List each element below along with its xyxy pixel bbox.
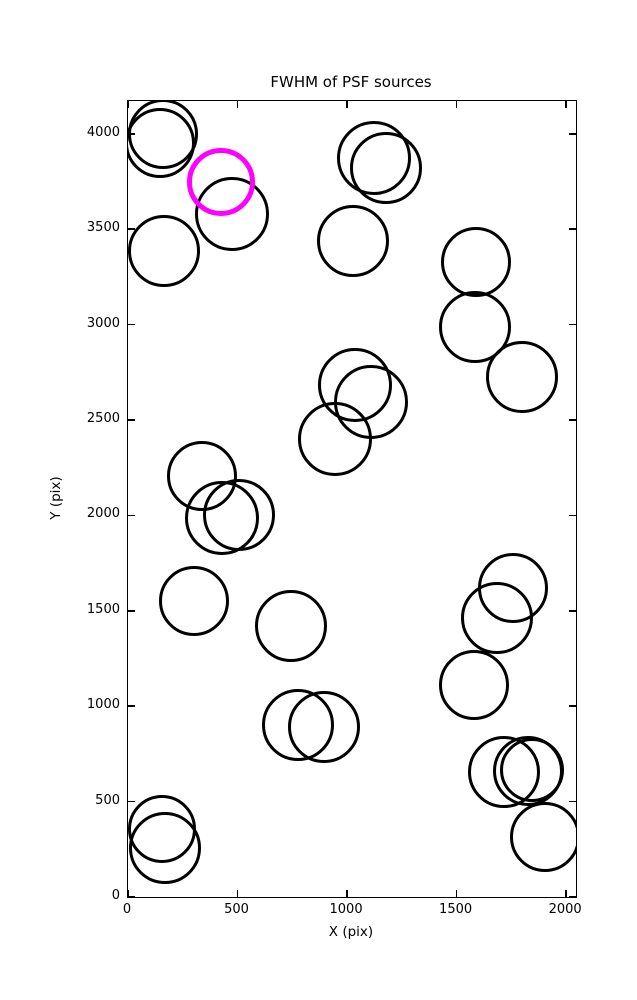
x-tick-label: 1500 bbox=[439, 902, 473, 917]
psf-source-circle bbox=[202, 478, 275, 551]
x-axis-label: X (pix) bbox=[328, 924, 374, 940]
psf-source-circle bbox=[438, 649, 509, 720]
x-tick-label: 2000 bbox=[548, 902, 582, 917]
y-tick-mark bbox=[128, 228, 135, 230]
y-tick-mark bbox=[569, 228, 576, 230]
x-tick-mark bbox=[455, 890, 458, 897]
y-axis-label: Y (pix) bbox=[48, 476, 64, 520]
x-tick-label: 1000 bbox=[329, 902, 363, 917]
y-tick-mark bbox=[569, 800, 576, 803]
y-tick-mark bbox=[569, 705, 576, 707]
x-tick-mark bbox=[236, 890, 239, 897]
x-tick-label: 500 bbox=[224, 902, 249, 917]
y-tick-label: 4000 bbox=[86, 124, 120, 140]
psf-source-circle bbox=[485, 341, 558, 414]
x-tick-mark bbox=[128, 101, 129, 108]
plot-area bbox=[127, 100, 577, 898]
y-tick-mark bbox=[569, 514, 576, 517]
psf-source-circle bbox=[287, 690, 360, 763]
psf-source-circle bbox=[509, 801, 576, 872]
x-tick-mark bbox=[455, 101, 458, 108]
y-tick-label: 0 bbox=[111, 888, 120, 903]
psf-source-circle bbox=[298, 401, 373, 476]
psf-source-circle bbox=[128, 108, 195, 179]
y-tick-label: 3000 bbox=[86, 315, 120, 331]
psf-source-circle bbox=[440, 227, 511, 298]
y-tick-label: 3500 bbox=[86, 220, 120, 236]
psf-source-circle bbox=[254, 589, 327, 662]
x-tick-mark bbox=[236, 101, 239, 108]
psf-source-circle bbox=[316, 205, 389, 278]
y-tick-mark bbox=[569, 610, 576, 612]
y-tick-mark bbox=[569, 896, 576, 897]
y-tick-mark bbox=[128, 419, 135, 421]
psf-source-circle bbox=[158, 565, 229, 636]
psf-source-circle bbox=[499, 737, 564, 802]
psf-source-circle bbox=[128, 215, 200, 288]
x-tick-mark bbox=[128, 890, 129, 897]
y-tick-mark bbox=[128, 610, 135, 612]
y-tick-mark bbox=[569, 419, 576, 421]
y-tick-label: 2500 bbox=[86, 411, 120, 426]
y-tick-label: 2000 bbox=[86, 506, 120, 522]
y-tick-mark bbox=[128, 896, 135, 897]
highlighted-source-circle bbox=[187, 148, 256, 217]
x-tick-mark bbox=[346, 101, 348, 108]
y-tick-label: 1500 bbox=[86, 601, 120, 617]
chart-title: FWHM of PSF sources bbox=[270, 73, 432, 91]
x-tick-label: 0 bbox=[122, 902, 132, 917]
y-tick-mark bbox=[569, 133, 576, 135]
x-tick-mark bbox=[565, 890, 567, 897]
y-tick-mark bbox=[569, 323, 576, 326]
y-tick-mark bbox=[128, 323, 135, 326]
psf-source-circle bbox=[460, 581, 533, 654]
y-tick-mark bbox=[128, 800, 135, 803]
y-tick-label: 500 bbox=[95, 792, 120, 808]
x-tick-mark bbox=[565, 101, 567, 108]
psf-source-circle bbox=[438, 290, 511, 363]
y-tick-mark bbox=[128, 514, 135, 517]
y-tick-label: 1000 bbox=[86, 697, 120, 713]
psf-source-circle bbox=[129, 811, 202, 884]
psf-source-circle bbox=[349, 132, 422, 205]
x-tick-mark bbox=[346, 890, 348, 897]
y-tick-mark bbox=[128, 705, 135, 707]
